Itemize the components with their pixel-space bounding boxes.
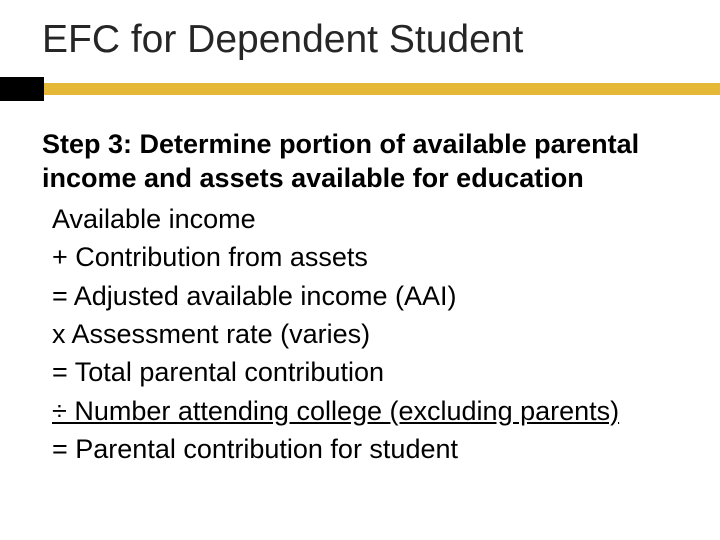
accent-bar — [44, 83, 720, 95]
calc-line: x Assessment rate (varies) — [52, 315, 678, 353]
slide-body: Step 3: Determine portion of available p… — [0, 101, 720, 468]
step-heading: Step 3: Determine portion of available p… — [42, 127, 678, 196]
calc-line: + Contribution from assets — [52, 238, 678, 276]
accent-block — [0, 77, 44, 101]
calc-line: = Parental contribution for student — [52, 430, 678, 468]
calculation-list: Available income+ Contribution from asse… — [42, 200, 678, 468]
calc-line: = Adjusted available income (AAI) — [52, 277, 678, 315]
slide-title: EFC for Dependent Student — [0, 18, 720, 63]
calc-line: ÷ Number attending college (excluding pa… — [52, 392, 678, 430]
calc-line: Available income — [52, 200, 678, 238]
slide: EFC for Dependent Student Step 3: Determ… — [0, 0, 720, 540]
calc-line: = Total parental contribution — [52, 353, 678, 391]
accent-row — [0, 77, 720, 101]
